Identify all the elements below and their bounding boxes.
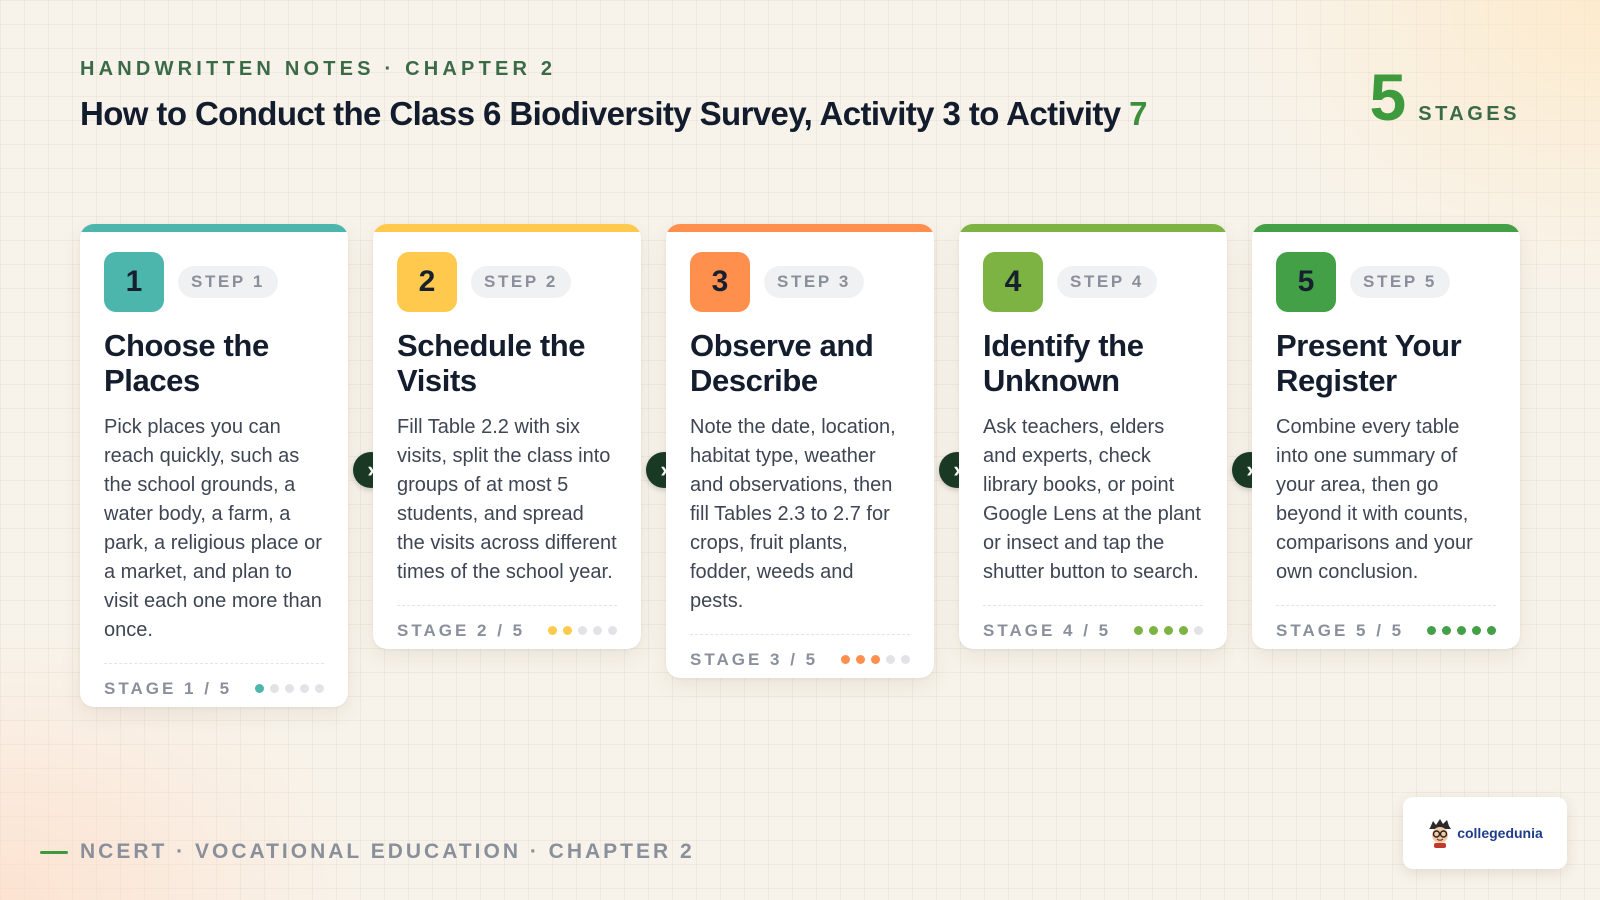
step-title: Present Your Register	[1276, 328, 1462, 398]
step-pill: STEP 1	[178, 266, 278, 298]
step-footer: STAGE 3 / 5	[690, 634, 910, 678]
step-pill: STEP 4	[1057, 266, 1157, 298]
step-description: Fill Table 2.2 with six visits, split th…	[397, 416, 617, 583]
progress-dots	[1134, 626, 1203, 635]
brand-name: collegedunia	[1457, 825, 1543, 841]
progress-dot	[300, 684, 309, 693]
stage-count-number: 5	[1369, 60, 1407, 134]
stage-label: STAGE 1 / 5	[104, 678, 233, 698]
progress-dot	[255, 684, 264, 693]
progress-dot	[1442, 626, 1451, 635]
footer-accent-line	[40, 850, 68, 854]
progress-dot	[1194, 626, 1203, 635]
progress-dot	[886, 655, 895, 664]
page-title: How to Conduct the Class 6 Biodiversity …	[80, 95, 1520, 133]
progress-dot	[1427, 626, 1436, 635]
step-title: Observe and Describe	[690, 328, 874, 398]
stage-label: STAGE 4 / 5	[983, 620, 1112, 640]
progress-dot	[1179, 626, 1188, 635]
progress-dot	[593, 626, 602, 635]
step-footer: STAGE 4 / 5	[983, 605, 1203, 649]
step-description: Ask teachers, elders and experts, check …	[983, 416, 1201, 583]
step-description: Pick places you can reach quickly, such …	[104, 416, 322, 641]
progress-dot	[841, 655, 850, 664]
step-card-5: 5 STEP 5 Present Your Register Combine e…	[1252, 224, 1520, 649]
progress-dot	[856, 655, 865, 664]
step-number-badge: 4	[983, 252, 1043, 312]
footer-text: NCERT · VOCATIONAL EDUCATION · CHAPTER 2	[80, 840, 695, 863]
step-card-3: 3 STEP 3 Observe and Describe Note the d…	[666, 224, 934, 678]
stage-label: STAGE 3 / 5	[690, 649, 819, 669]
card-topbar	[959, 224, 1227, 232]
progress-dot	[270, 684, 279, 693]
progress-dots	[1427, 626, 1496, 635]
step-pill: STEP 2	[471, 266, 571, 298]
step-pill: STEP 3	[764, 266, 864, 298]
step-card-4: 4 STEP 4 Identify the Unknown Ask teache…	[959, 224, 1227, 649]
progress-dot	[1457, 626, 1466, 635]
footer: NCERT · VOCATIONAL EDUCATION · CHAPTER 2	[40, 840, 695, 864]
progress-dot	[871, 655, 880, 664]
step-title: Identify the Unknown	[983, 328, 1144, 398]
progress-dots	[255, 684, 324, 693]
step-number-badge: 5	[1276, 252, 1336, 312]
progress-dot	[1164, 626, 1173, 635]
step-card-2: 2 STEP 2 Schedule the Visits Fill Table …	[373, 224, 641, 649]
progress-dot	[1134, 626, 1143, 635]
progress-dot	[563, 626, 572, 635]
step-pill: STEP 5	[1350, 266, 1450, 298]
stage-count-label: STAGES	[1418, 103, 1520, 125]
step-number-badge: 1	[104, 252, 164, 312]
stage-count: 5 STAGES	[1370, 64, 1520, 130]
mascot-logo-icon	[1429, 819, 1452, 848]
steps-row: 1 STEP 1 Choose the Places Pick places y…	[80, 224, 1520, 716]
step-description: Combine every table into one summary of …	[1276, 416, 1473, 583]
step-title: Schedule the Visits	[397, 328, 586, 398]
step-footer: STAGE 1 / 5	[104, 663, 324, 707]
stage-label: STAGE 2 / 5	[397, 620, 526, 640]
stage-label: STAGE 5 / 5	[1276, 620, 1405, 640]
progress-dot	[608, 626, 617, 635]
progress-dots	[841, 655, 910, 664]
card-topbar	[666, 224, 934, 232]
progress-dot	[285, 684, 294, 693]
progress-dot	[1487, 626, 1496, 635]
progress-dot	[1149, 626, 1158, 635]
card-topbar	[373, 224, 641, 232]
progress-dot	[548, 626, 557, 635]
step-number-badge: 2	[397, 252, 457, 312]
step-description: Note the date, location, habitat type, w…	[690, 416, 896, 612]
progress-dot	[901, 655, 910, 664]
progress-dot	[315, 684, 324, 693]
step-footer: STAGE 2 / 5	[397, 605, 617, 649]
eyebrow: HANDWRITTEN NOTES · CHAPTER 2	[80, 58, 557, 80]
progress-dot	[1472, 626, 1481, 635]
step-title: Choose the Places	[104, 328, 269, 398]
page-title-accent: 7	[1129, 95, 1147, 132]
progress-dot	[578, 626, 587, 635]
step-footer: STAGE 5 / 5	[1276, 605, 1496, 649]
brand-logo[interactable]: collegedunia	[1403, 797, 1567, 869]
step-card-1: 1 STEP 1 Choose the Places Pick places y…	[80, 224, 348, 707]
card-topbar	[1252, 224, 1520, 232]
progress-dots	[548, 626, 617, 635]
header: HANDWRITTEN NOTES · CHAPTER 2 How to Con…	[80, 58, 1520, 133]
card-topbar	[80, 224, 348, 232]
step-number-badge: 3	[690, 252, 750, 312]
page-title-main: How to Conduct the Class 6 Biodiversity …	[80, 95, 1121, 132]
